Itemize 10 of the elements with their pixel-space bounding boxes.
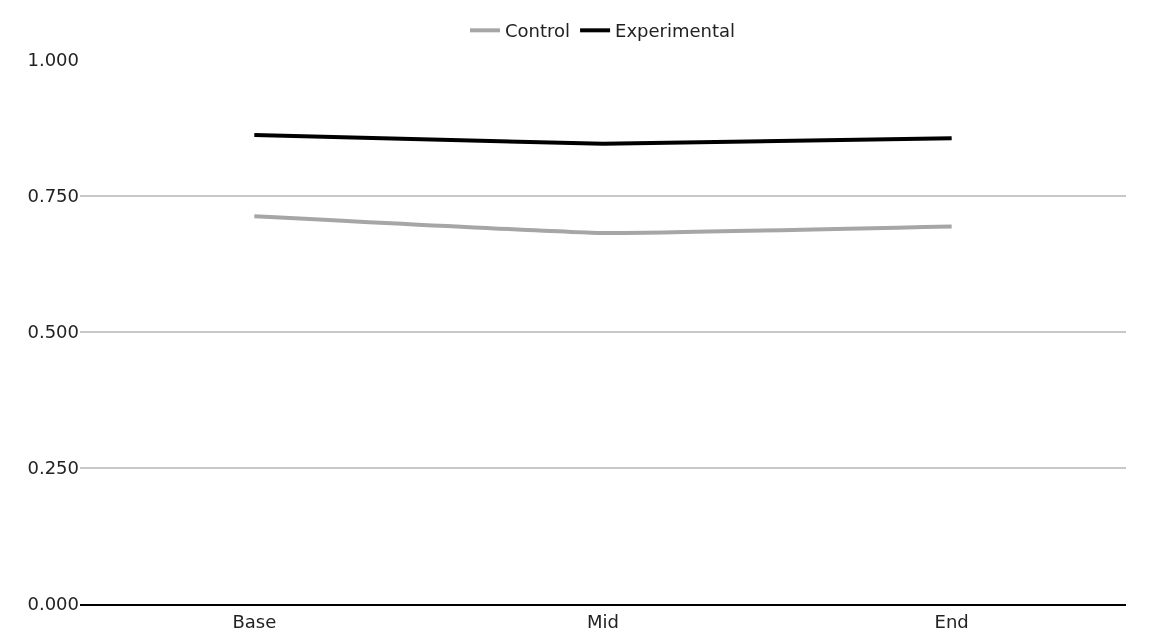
y-tick-label: 0.750 (27, 185, 79, 207)
legend-label: Experimental (615, 20, 736, 42)
x-tick-label: End (934, 610, 969, 632)
y-tick-label: 0.500 (27, 321, 79, 343)
x-tick-label: Base (232, 610, 277, 632)
y-tick-label: 0.250 (27, 457, 79, 479)
x-tick-label: Mid (587, 610, 619, 632)
y-tick-label: 0.000 (27, 593, 79, 615)
y-tick-label: 1.000 (27, 49, 79, 71)
legend-label: Control (505, 20, 571, 42)
